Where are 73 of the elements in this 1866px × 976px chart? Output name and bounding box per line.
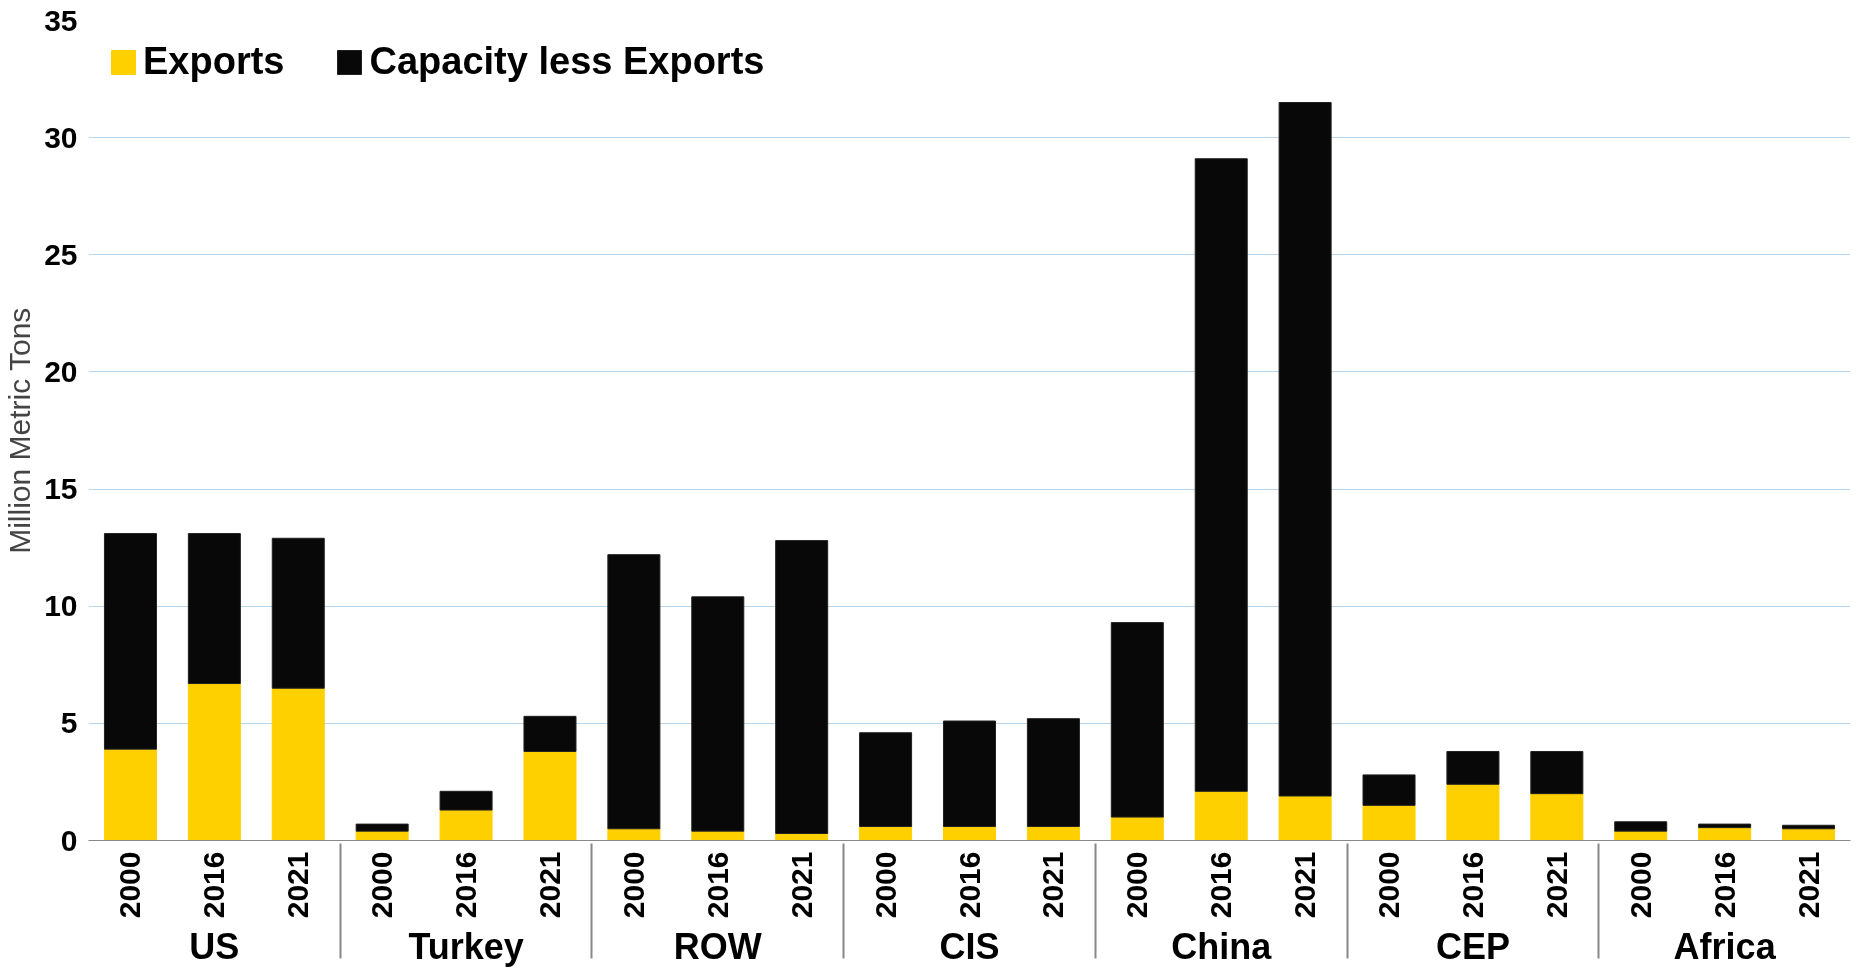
x-tick-label: 2021 <box>784 851 818 919</box>
y-tick-label: 25 <box>44 237 78 271</box>
bar <box>1278 795 1332 841</box>
bar <box>187 533 241 685</box>
text: ROW <box>673 926 762 968</box>
bar <box>1614 821 1668 832</box>
bar <box>942 720 997 827</box>
x-tick-label: 2021 <box>532 851 566 919</box>
bar <box>1446 750 1500 785</box>
x-tick-label: 2016 <box>952 851 986 919</box>
bar <box>1278 102 1332 797</box>
bar <box>607 554 661 830</box>
x-tick-label: 2016 <box>449 851 483 919</box>
legend-label: Capacity less Exports <box>369 40 765 83</box>
bar <box>1194 158 1248 792</box>
bar <box>271 687 325 841</box>
x-tick-label: 2016 <box>700 851 734 919</box>
bar <box>1362 804 1416 841</box>
y-tick-label: 10 <box>44 589 78 623</box>
bar <box>271 537 325 689</box>
bar <box>775 540 829 834</box>
bar <box>1110 816 1164 841</box>
x-tick-label: 2016 <box>1204 851 1238 919</box>
y-tick-label: 15 <box>44 472 78 506</box>
bar <box>523 715 577 752</box>
x-tick-label: 2000 <box>868 851 902 919</box>
y-tick-label: 20 <box>44 354 78 388</box>
x-tick-label: 2016 <box>197 851 231 919</box>
text: CIS <box>939 926 1000 968</box>
bar <box>1530 793 1584 841</box>
bar <box>1110 622 1164 818</box>
bar <box>1026 718 1080 827</box>
bar <box>607 828 661 841</box>
x-tick-label: 2016 <box>1707 851 1741 919</box>
bar <box>691 596 745 832</box>
y-tick-label: 0 <box>60 823 78 857</box>
text: CEP <box>1435 926 1510 968</box>
x-tick-label: 2021 <box>281 851 315 919</box>
bar <box>1362 774 1416 806</box>
bar <box>1194 790 1248 841</box>
y-tick-label: 30 <box>44 120 78 154</box>
bar <box>355 823 409 832</box>
x-tick-label: 2000 <box>616 851 650 919</box>
y-tick-label: 35 <box>44 3 78 37</box>
x-tick-label: 2016 <box>1455 851 1489 919</box>
x-tick-label: 2000 <box>365 851 399 919</box>
text: China <box>1171 926 1273 968</box>
bar <box>1530 750 1584 795</box>
bar <box>1698 823 1752 829</box>
bar <box>187 683 241 841</box>
bar <box>1698 827 1752 841</box>
legend-label: Exports <box>143 40 285 83</box>
bar <box>859 732 913 827</box>
bar <box>103 748 157 841</box>
y-axis-title: Million Metric Tons <box>3 307 37 554</box>
bar <box>439 790 493 811</box>
x-tick-label: 2000 <box>1372 851 1406 919</box>
x-tick-label: 2021 <box>1288 851 1322 919</box>
y-tick-label: 5 <box>60 706 78 740</box>
bar <box>439 809 493 841</box>
text: Africa <box>1673 926 1777 968</box>
x-tick-label: 2000 <box>1623 851 1657 919</box>
text: Turkey <box>408 926 524 968</box>
bar <box>523 750 577 841</box>
bar <box>1446 783 1500 841</box>
x-tick-label: 2021 <box>1791 851 1825 919</box>
bar <box>103 533 157 750</box>
x-tick-label: 2021 <box>1036 851 1070 919</box>
x-tick-label: 2000 <box>1120 851 1154 919</box>
x-tick-label: 2021 <box>1539 851 1573 919</box>
bar <box>1782 828 1836 841</box>
x-tick-label: 2000 <box>113 851 147 919</box>
text: US <box>189 926 240 968</box>
